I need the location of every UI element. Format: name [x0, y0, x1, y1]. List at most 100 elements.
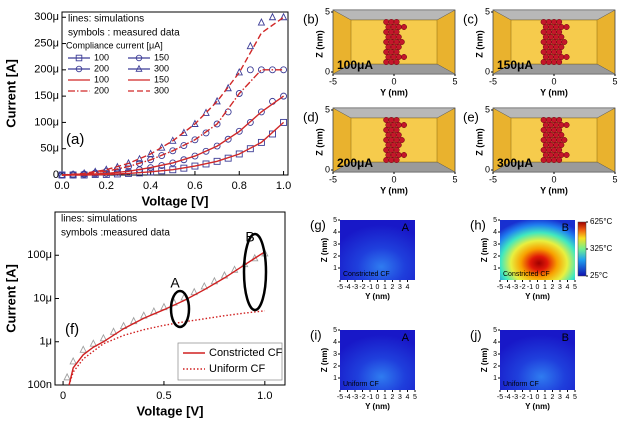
filament-atom	[551, 29, 556, 34]
x-axis-label: Y (nm)	[380, 87, 408, 97]
y-tick-label: 5	[333, 217, 337, 224]
filament-atom	[396, 142, 401, 147]
y-tick-label: 2	[493, 363, 497, 370]
y-tick-label: 200μ	[34, 64, 59, 76]
x-tick-label: -2	[519, 394, 525, 401]
legend-label: 200	[94, 63, 109, 73]
y-tick-label: 1	[493, 265, 497, 272]
x-tick-label: 0.2	[99, 180, 114, 192]
x-tick-label: -1	[367, 284, 373, 291]
filament-atom	[546, 137, 551, 142]
panel-label: (c)	[463, 11, 478, 26]
x-axis-label: Y (nm)	[365, 402, 390, 411]
figure: 0.00.20.40.60.81.0050μ100μ150μ200μ250μ30…	[0, 0, 626, 433]
x-axis-label: Y (nm)	[540, 185, 568, 195]
colorbar	[578, 222, 586, 276]
x-tick-label: 1	[383, 284, 387, 291]
filament-atom	[384, 29, 389, 34]
filament-atom	[559, 122, 564, 127]
y-axis-label: Current [A]	[3, 264, 18, 333]
corner-label: A	[402, 222, 410, 234]
x-tick-label: -3	[352, 284, 358, 291]
x-tick-label: 1	[543, 284, 547, 291]
filament-atom	[541, 59, 546, 64]
y-tick-label: 4	[333, 339, 337, 346]
filament-atom	[391, 34, 396, 39]
filament-atom	[554, 34, 559, 39]
filament-atom	[551, 49, 556, 54]
filament-atom	[389, 19, 394, 24]
y-tick-label: 1	[493, 375, 497, 382]
filament-atom	[386, 132, 391, 137]
y-tick-label: 100μ	[27, 249, 52, 261]
filament-atom	[548, 44, 553, 49]
filament-atom	[559, 132, 564, 137]
filament-atom	[391, 132, 396, 137]
filament-atom	[391, 44, 396, 49]
filament-atom	[384, 137, 389, 142]
x-tick-label: 0	[376, 284, 380, 291]
y-tick-label: 5	[325, 104, 330, 114]
filament-atom	[394, 137, 399, 142]
x-tick-label: 5	[452, 76, 457, 86]
filament-atom	[399, 39, 404, 44]
filament-atom	[394, 147, 399, 152]
filament-atom	[562, 39, 567, 44]
box-ceiling	[493, 10, 615, 20]
x-tick-label: -5	[329, 76, 337, 86]
legend-label: Constricted CF	[209, 347, 283, 359]
filament-atom	[384, 157, 389, 162]
legend-label: 100	[94, 74, 109, 84]
filament-atom	[557, 127, 562, 132]
filament-atom	[389, 29, 394, 34]
filament-atom	[557, 29, 562, 34]
filament-atom	[389, 147, 394, 152]
filament-atom	[559, 44, 564, 49]
filament-atom	[551, 137, 556, 142]
filament-atom	[391, 142, 396, 147]
filament-atom	[546, 39, 551, 44]
filament-atom	[394, 59, 399, 64]
y-tick-label: 0	[485, 66, 490, 76]
y-tick-label: 100μ	[34, 116, 59, 128]
filament-atom	[391, 122, 396, 127]
y-tick-label: 300μ	[34, 11, 59, 23]
y-axis-label: Z (nm)	[474, 128, 484, 156]
filament-atom	[401, 122, 406, 127]
x-tick-label: 2	[551, 394, 555, 401]
filament-atom	[543, 24, 548, 29]
note: symbols :measured data	[61, 228, 170, 239]
x-tick-label: 0.6	[187, 180, 202, 192]
panel-annotation: Constricted CF	[343, 271, 390, 278]
box-ceiling	[333, 10, 455, 20]
filament-atom	[557, 147, 562, 152]
filament-atom	[564, 152, 569, 157]
x-tick-label: -4	[344, 394, 350, 401]
filament-atom	[394, 117, 399, 122]
filament-atom	[541, 39, 546, 44]
y-axis-label: Z (nm)	[474, 30, 484, 58]
filament-atom	[554, 44, 559, 49]
x-tick-label: 0	[391, 76, 396, 86]
filament-atom	[396, 122, 401, 127]
filament-atom	[543, 34, 548, 39]
x-tick-label: -2	[359, 394, 365, 401]
x-tick-label: 0	[536, 394, 540, 401]
x-tick-label: 1.0	[257, 390, 272, 402]
y-tick-label: 1	[333, 375, 337, 382]
filament-atom	[554, 132, 559, 137]
box-ceiling	[493, 108, 615, 118]
filament-atom	[551, 19, 556, 24]
x-tick-label: -4	[504, 394, 510, 401]
filament-atom	[401, 24, 406, 29]
x-axis-label: Y (nm)	[380, 185, 408, 195]
panel-annotation: 100μA	[337, 58, 373, 72]
x-tick-label: 0	[376, 394, 380, 401]
filament-atom	[546, 157, 551, 162]
filament-atom	[543, 122, 548, 127]
legend-label: 150	[154, 52, 169, 62]
y-axis-label: Z (nm)	[480, 237, 489, 262]
filament-atom	[541, 147, 546, 152]
x-tick-label: 0	[536, 284, 540, 291]
x-tick-label: -1	[527, 284, 533, 291]
